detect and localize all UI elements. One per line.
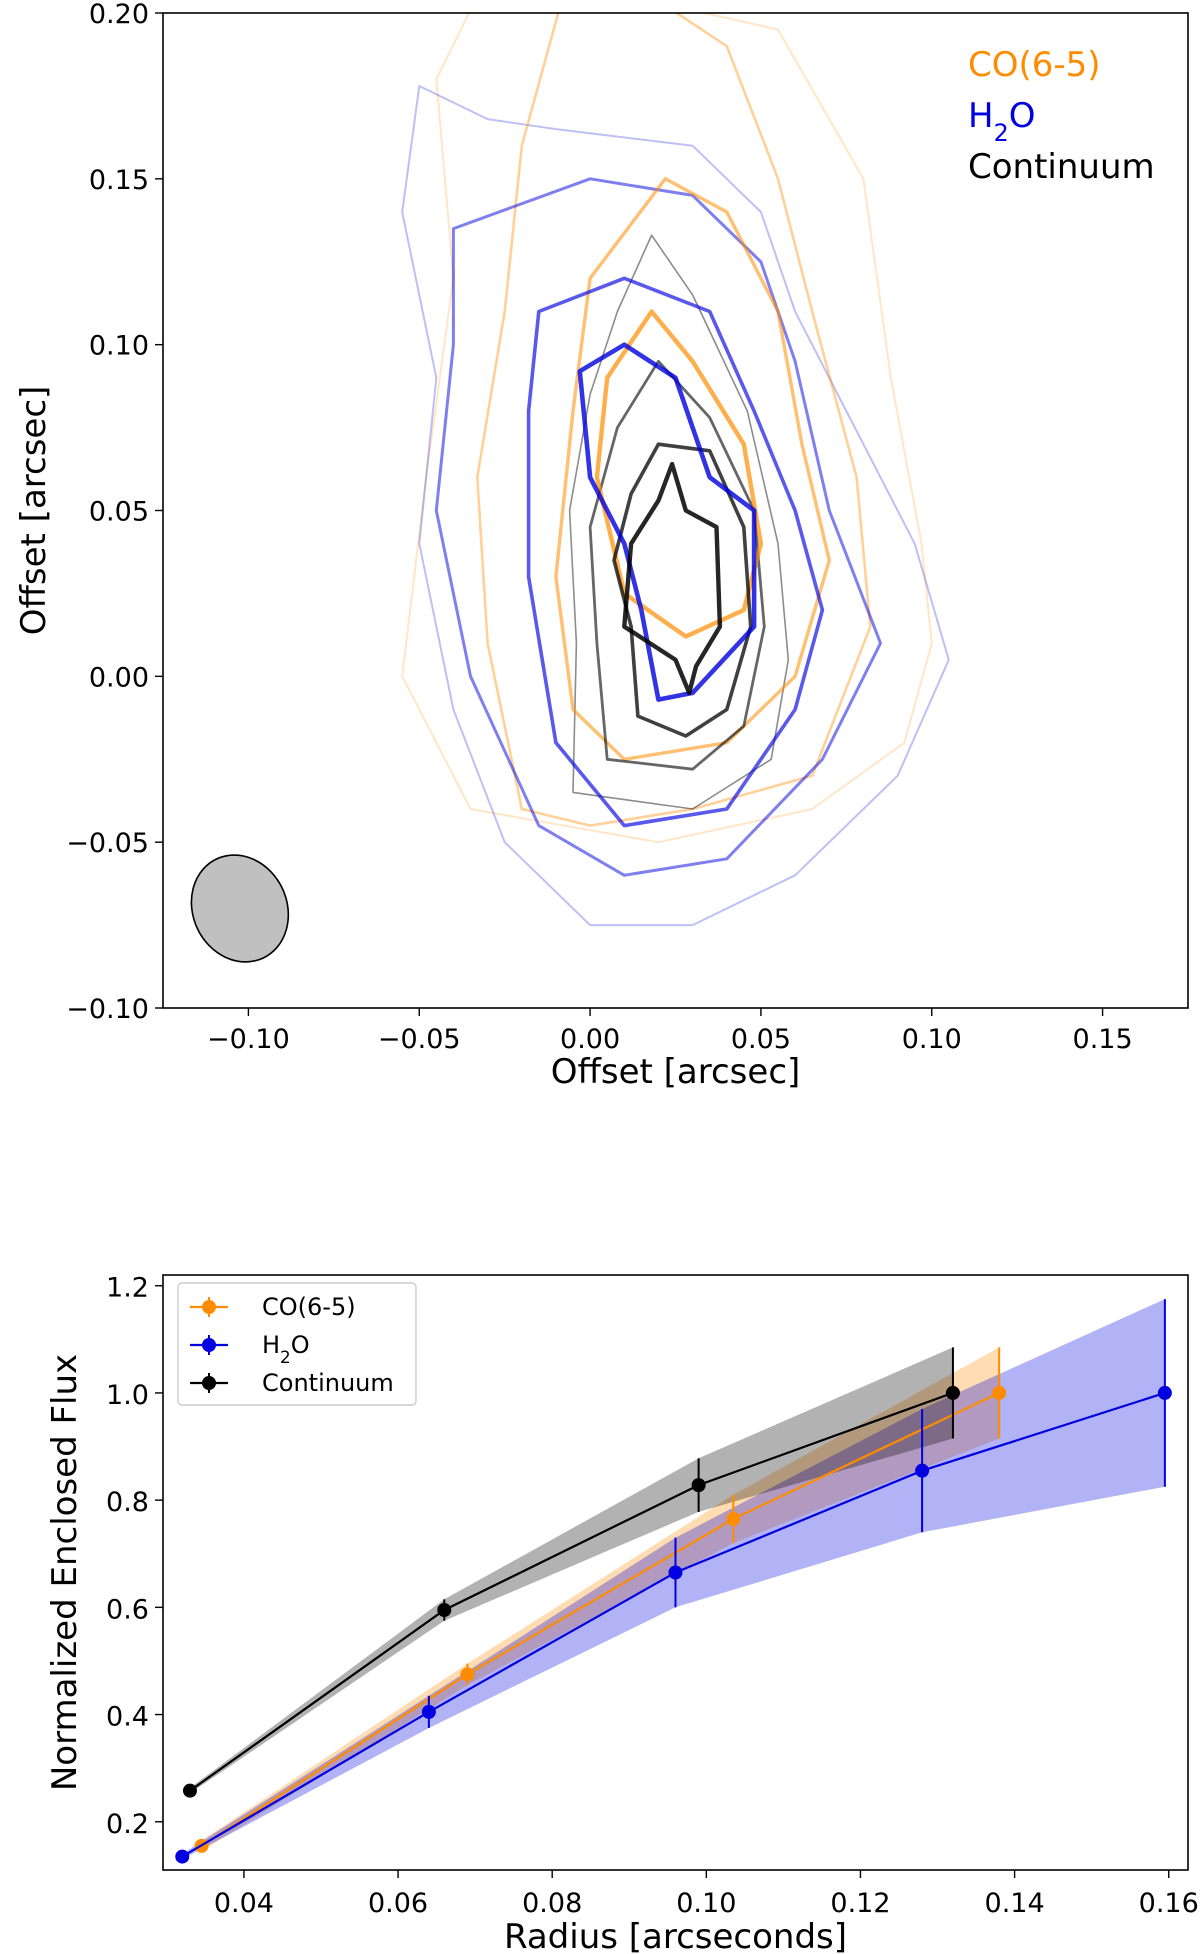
data-point-co-6-5 [726,1511,741,1526]
legend-label-co-6-5: CO(6-5) [968,45,1101,85]
legend-marker-h2o [202,1338,216,1352]
data-point-continuum [437,1603,452,1618]
x-tick-label: 0.14 [985,1888,1045,1919]
legend-label-h2o: H2O [968,96,1035,147]
legend-box [177,1282,417,1406]
y-tick-label: 1.2 [106,1273,149,1304]
data-point-continuum [182,1783,197,1798]
y-tick-label: 0.2 [106,1809,149,1840]
x-axis-label: Offset [arcsec] [551,1052,801,1092]
data-point-h2o [175,1849,190,1864]
contour-continuum-level-4 [622,461,723,696]
x-tick-label: 0.00 [560,1024,620,1055]
x-tick-label: 0.12 [830,1888,890,1919]
data-point-h2o [915,1463,930,1478]
legend-marker-continuum [202,1376,216,1390]
contour-group [401,13,950,927]
y-tick-label: 0.6 [106,1594,149,1625]
legend-label-continuum: Continuum [262,1369,394,1397]
legend-label-co-6-5: CO(6-5) [262,1293,356,1321]
contour-h2o-level-4 [577,342,757,702]
data-point-continuum [691,1478,706,1493]
series-line-co-6-5 [200,1391,1000,1847]
series-line-continuum [189,1391,954,1792]
error-band-continuum [190,1347,953,1794]
legend-label-h2o: H2O [262,1331,310,1367]
x-tick-label: −0.10 [207,1024,290,1055]
contour-map-chart: −0.10 −0.05 0.00 0.05 0.10 0.15 −0.10 −0.05 0.00… [14,0,1189,1092]
x-tick-label: −0.05 [378,1024,461,1055]
contour-co-6-5-level-4 [594,309,764,639]
data-point-co-6-5 [992,1385,1007,1400]
y-tick-label: 0.05 [89,497,149,528]
legend-marker-co-6-5 [202,1300,216,1314]
plot2-frame [162,1274,1189,1871]
data-point-h2o [1157,1385,1172,1400]
y-tick-label: 0.15 [89,165,149,196]
data-point-h2o [668,1565,683,1580]
y-tick-label: −0.05 [66,828,149,859]
y-axis-label: Offset [arcsec] [14,386,54,636]
y-axis-label: Normalized Enclosed Flux [45,1354,85,1791]
x-axis-label: Radius [arcseconds] [504,1917,847,1954]
data-point-co-6-5 [460,1667,475,1682]
beam-ellipse [190,854,290,963]
contour-h2o-level-3 [526,276,825,828]
contour-co-6-5-level-3 [554,177,831,761]
y-tick-label: 1.0 [106,1380,149,1411]
x-tick-label: 0.10 [676,1888,736,1919]
y-tick-label: 0.00 [89,662,149,693]
contour-continuum-level-1 [568,234,790,810]
legend-label-continuum: Continuum [968,147,1155,187]
data-point-h2o [421,1704,436,1719]
contour-h2o-level-2 [434,177,882,877]
x-tick-label: 0.08 [522,1888,582,1919]
y-tick-label: 0.10 [89,331,149,362]
y-tick-label: 0.20 [89,0,149,30]
contour-co-6-5-level-1 [401,13,933,844]
x-tick-label: 0.04 [214,1888,274,1919]
x-tick-label: 0.15 [1073,1024,1133,1055]
enclosed-flux-chart: 0.04 0.06 0.08 0.10 0.12 0.14 0.16 0.2 0.4 0.6 0.8… [45,1273,1199,1954]
y-tick-label: 0.4 [106,1702,149,1733]
y-tick-label: −0.10 [66,994,149,1025]
contour-co-6-5-level-2 [475,13,872,827]
x-tick-label: 0.16 [1139,1888,1199,1919]
x-tick-label: 0.10 [902,1024,962,1055]
y-tick-label: 0.8 [106,1487,149,1518]
data-point-continuum [945,1385,960,1400]
contour-h2o-level-1 [401,85,950,927]
x-tick-label: 0.05 [731,1024,791,1055]
error-band-co-6-5 [201,1347,1000,1852]
x-tick-label: 0.06 [368,1888,428,1919]
